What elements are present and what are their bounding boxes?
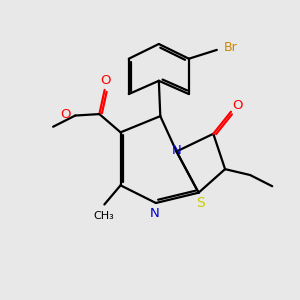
Text: N: N [149, 207, 159, 220]
Text: N: N [172, 144, 182, 158]
Text: Br: Br [224, 41, 238, 54]
Text: O: O [61, 108, 71, 121]
Text: S: S [196, 196, 204, 210]
Text: CH₃: CH₃ [93, 211, 114, 221]
Text: O: O [100, 74, 110, 87]
Text: O: O [232, 99, 243, 112]
